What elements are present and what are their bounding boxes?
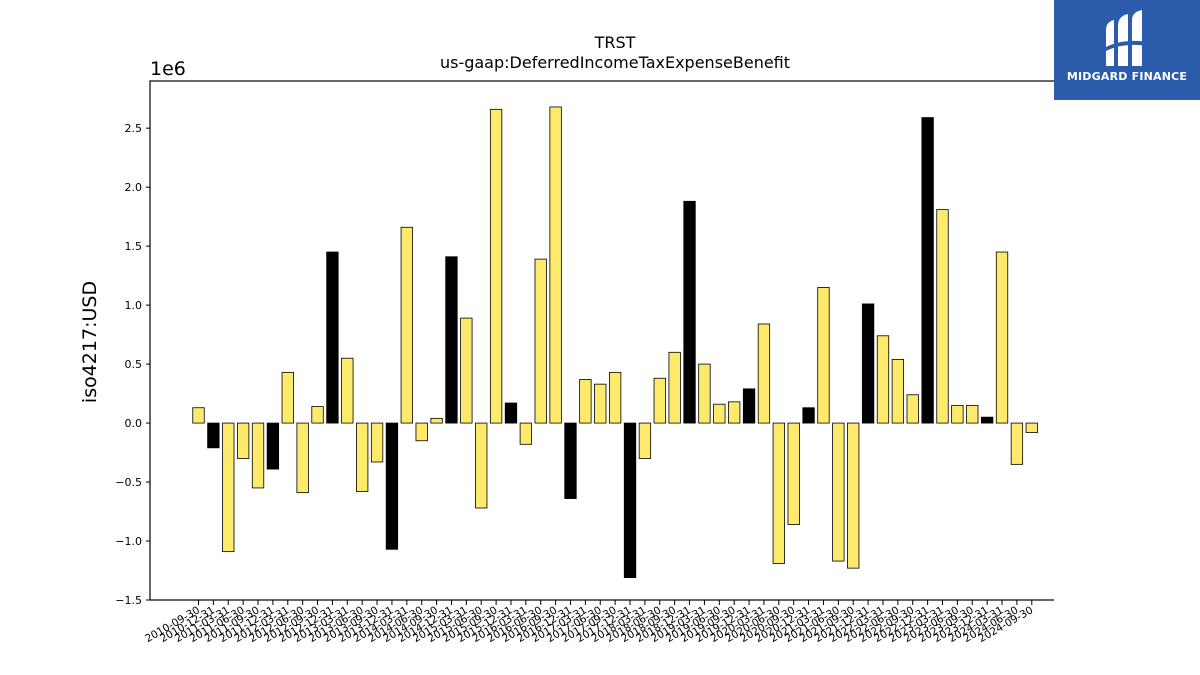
x-axis-ticks: 2010-09-302010-12-312011-03-312011-06-30… [143,600,1035,645]
bar-2023-12-31 [980,416,994,424]
bar-2014-06-30 [415,422,428,442]
bar-2022-12-31 [921,117,934,424]
bar-2011-09-30 [251,422,265,489]
bar-2011-06-30 [236,422,250,459]
y-tick-label: 2.5 [125,122,143,135]
y-tick-label: 1.5 [125,240,143,253]
bar-2012-09-30 [311,406,324,424]
bar-2013-06-30 [356,422,369,492]
bar-2014-12-31 [445,256,458,424]
y-tick-label: 0.5 [125,358,143,371]
bar-2012-12-31 [326,251,339,424]
midgard-m-logo-icon [1104,10,1148,66]
bar-2012-03-31 [281,371,294,424]
bar-2011-12-31 [266,422,280,470]
y-offset-label: 1e6 [150,58,186,80]
plot-frame [149,80,1054,601]
bar-2020-12-31 [802,407,815,424]
bar-2015-12-31 [504,402,518,424]
bar-2021-06-30 [832,422,845,562]
y-tick-label: −1.0 [115,535,142,548]
chart-title: TRST [594,33,636,52]
bar-2017-06-30 [594,383,607,424]
bar-2018-03-31 [638,422,652,459]
bar-2022-06-30 [891,358,905,424]
bar-2016-06-30 [534,258,547,424]
bar-2021-09-30 [847,422,860,569]
bar-2015-09-30 [489,108,503,424]
bar-chart: TRST us-gaap:DeferredIncomeTaxExpenseBen… [79,33,1054,645]
bar-2018-09-30 [668,351,681,424]
bar-2016-12-31 [564,422,577,499]
bar-2019-06-30 [713,403,726,424]
bars-group [192,106,1038,578]
bar-2017-09-30 [608,371,622,424]
y-tick-label: −1.5 [115,594,142,607]
bar-2019-09-30 [728,401,741,424]
bar-2021-12-31 [861,303,875,424]
bar-2010-12-31 [207,422,220,449]
bar-2013-03-31 [341,357,354,424]
bar-2022-09-30 [906,394,919,424]
bar-2020-09-30 [787,422,800,525]
bar-2024-06-30 [1010,422,1024,465]
y-axis-ticks: −1.5 −1.0 −0.5 0.0 0.5 1.0 1.5 2.0 2.5 [115,122,150,607]
bar-2023-06-30 [951,404,964,424]
bar-2023-09-30 [966,404,979,424]
bar-2015-03-31 [460,317,473,424]
bar-2014-03-31 [400,226,413,424]
bar-2012-06-30 [296,422,309,494]
bar-2024-03-31 [995,251,1009,424]
chart-subtitle: us-gaap:DeferredIncomeTaxExpenseBenefit [440,53,790,72]
bar-2016-09-30 [549,106,562,424]
y-tick-label: −0.5 [115,476,142,489]
bar-2013-09-30 [370,422,384,463]
bar-2022-03-31 [876,335,890,424]
bar-2019-12-31 [742,388,756,424]
logo-name: MIDGARD FINANCE [1066,70,1188,83]
bar-2018-12-31 [683,200,696,424]
bar-2010-09-30 [192,407,205,424]
bar-2011-03-31 [222,422,235,553]
bar-2023-03-31 [936,209,949,424]
bar-2020-06-30 [772,422,785,564]
bar-2017-03-31 [579,379,592,424]
y-axis-label: iso4217:USD [79,281,101,403]
bar-2016-03-31 [519,422,533,445]
bar-2019-03-31 [698,363,711,424]
bar-2021-03-31 [817,287,830,424]
bar-2015-06-30 [475,422,488,509]
bar-2020-03-31 [757,323,771,424]
bar-2014-09-30 [430,417,443,424]
bar-2024-09-30 [1025,422,1038,433]
bar-2017-12-31 [623,422,637,578]
midgard-logo: MIDGARD FINANCE [1054,0,1200,100]
y-tick-label: 0.0 [125,417,143,430]
bar-2013-12-31 [385,422,399,550]
y-tick-label: 1.0 [125,299,143,312]
y-tick-label: 2.0 [125,181,143,194]
bar-2018-06-30 [653,377,666,424]
